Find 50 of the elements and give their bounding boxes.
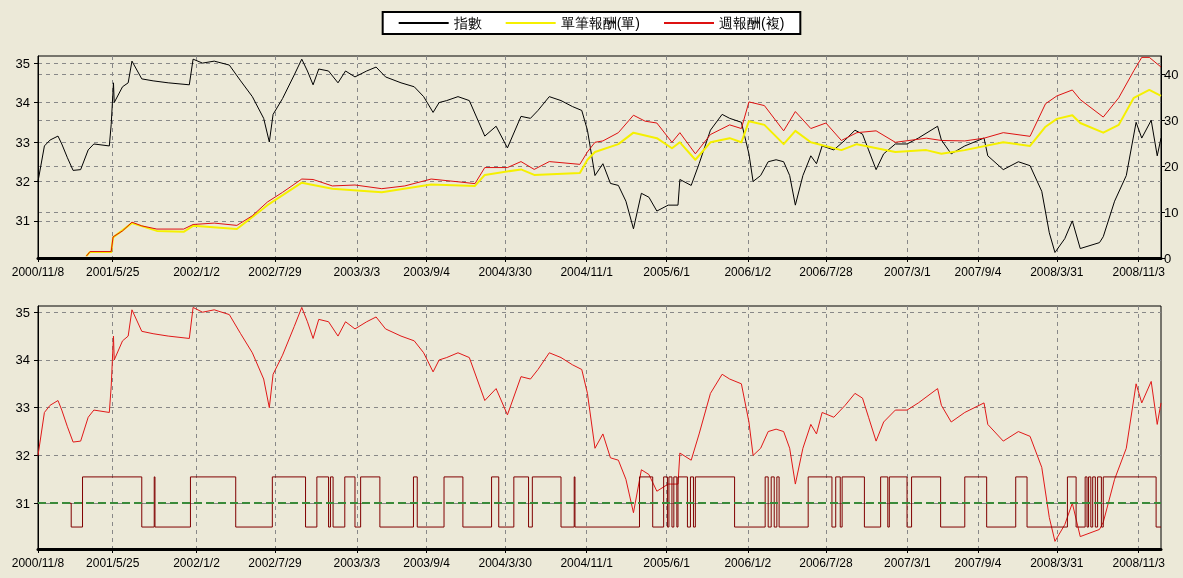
x-tick-label: 2002/1/2 [173,265,221,279]
x-tick-label: 2008/11/3 [1112,556,1166,570]
x-tick-label: 2008/3/31 [1030,556,1084,570]
x-tick-label: 2002/7/29 [248,556,302,570]
x-tick-label: 2004/3/30 [478,556,533,570]
x-tick-label: 2003/9/4 [403,265,451,279]
x-tick-label: 2006/1/2 [724,265,772,279]
y2-tick-label: 0 [1164,250,1172,266]
x-tick-label: 2000/11/8 [11,556,65,570]
line-series [37,306,1162,542]
y-tick-label: 35 [15,304,30,320]
x-tick-label: 2002/1/2 [173,556,221,570]
x-tick-label: 2003/9/4 [403,556,451,570]
y-tick-label: 32 [15,447,30,463]
x-tick-label: 2004/11/1 [560,556,614,570]
x-tick-label: 2007/9/4 [954,556,1002,570]
y2-tick-label: 30 [1164,112,1179,128]
y-tick-label: 32 [15,173,30,189]
y-tick-label: 34 [15,352,30,368]
y-tick-label: 34 [15,95,30,111]
x-tick-label: 2007/9/4 [954,265,1002,279]
legend-label: 單筆報酬(單) [560,15,640,31]
y-tick-label: 33 [15,400,30,416]
x-tick-label: 2001/5/25 [86,265,140,279]
y2-tick-label: 40 [1164,66,1179,82]
x-tick-label: 2000/11/8 [11,265,65,279]
y2-tick-label: 20 [1164,158,1179,174]
x-tick-label: 2003/3/3 [333,265,381,279]
y-tick-label: 35 [15,55,30,71]
x-tick-label: 2005/6/1 [643,556,691,570]
x-tick-label: 2004/3/30 [478,265,533,279]
legend-label: 週報酬(複) [719,15,785,31]
y2-tick-label: 10 [1164,204,1179,220]
x-tick-label: 2005/6/1 [643,265,691,279]
y-tick-label: 31 [15,213,30,229]
x-tick-label: 2006/7/28 [799,265,853,279]
x-tick-label: 2008/11/3 [1112,265,1166,279]
y-tick-label: 33 [15,134,30,150]
x-tick-label: 2006/7/28 [799,556,853,570]
x-tick-label: 2007/3/1 [884,265,932,279]
legend-label: 指數 [452,15,482,31]
x-tick-label: 2008/3/31 [1030,265,1084,279]
x-tick-label: 2002/7/29 [248,265,302,279]
x-tick-label: 2004/11/1 [560,265,614,279]
y-tick-label: 31 [15,495,30,511]
x-tick-label: 2007/3/1 [884,556,932,570]
x-tick-label: 2003/3/3 [333,556,381,570]
line-series [85,88,1162,258]
x-tick-label: 2006/1/2 [724,556,772,570]
x-tick-label: 2001/5/25 [86,556,140,570]
